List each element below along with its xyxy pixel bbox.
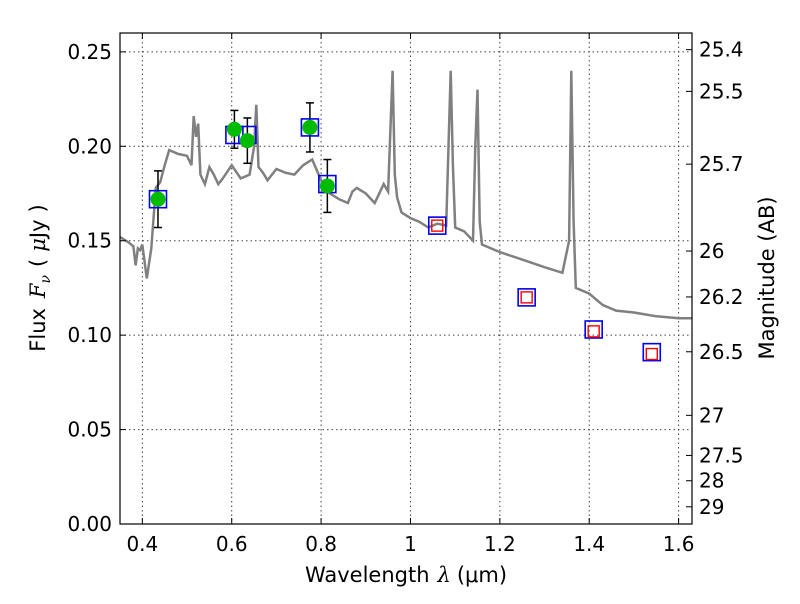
y-tick-label: 0.05 (67, 418, 112, 442)
y-tick-label: 0.20 (67, 134, 112, 158)
x-axis-label-symbol: λ (437, 563, 451, 587)
photometry-points-group (148, 102, 662, 362)
x-tick-label: 1.4 (573, 532, 605, 556)
y-axis-label-mu: μ (26, 238, 50, 252)
magnitude-tick-label: 25.4 (699, 38, 744, 62)
axis-ticks: 0.4 0.6 0.8 1 1.2 1.4 1.6 0.00 0.05 0.10 0.15 0.20 0… (67, 33, 744, 556)
x-tick-label: 1.6 (663, 532, 695, 556)
magnitude-tick-label: 29 (699, 495, 724, 519)
model-photometry-square (517, 288, 536, 307)
detection-point (239, 133, 255, 149)
model-photometry-square (300, 118, 320, 137)
y-tick-label: 0.15 (67, 229, 112, 253)
x-tick-label: 0.4 (126, 532, 158, 556)
x-tick-label: 0.8 (305, 532, 337, 556)
sed-model-group (120, 70, 692, 320)
y-axis-label-paren-close: ) (26, 204, 50, 212)
y-tick-label: 0.10 (67, 323, 112, 347)
magnitude-tick-label: 27.5 (699, 443, 744, 467)
x-tick-label: 0.6 (216, 532, 248, 556)
detection-point (302, 119, 318, 135)
magnitude-tick-label: 26.2 (699, 285, 744, 309)
x-tick-label: 1.2 (484, 532, 516, 556)
upper-limit-square (520, 291, 533, 304)
detection-point (319, 178, 335, 194)
magnitude-tick-label: 27 (699, 403, 724, 427)
y-axis-label-unit: Jy (26, 219, 50, 240)
sed-model-line (120, 70, 692, 320)
magnitude-axis-label: Magnitude (AB) (755, 196, 779, 359)
magnitude-tick-label: 26 (699, 239, 724, 263)
model-photometry-square (584, 320, 603, 339)
x-tick-label: 1 (404, 532, 417, 556)
y-tick-label: 0.00 (67, 512, 112, 536)
x-axis-label-unit: (μm) (457, 563, 507, 587)
y-axis-label-symbol: F (26, 282, 50, 299)
upper-limit-square (587, 325, 600, 338)
upper-limit-square (645, 347, 658, 361)
model-photometry-square (148, 189, 168, 209)
y-axis-label-paren-open: ( (26, 259, 50, 267)
magnitude-tick-label: 28 (699, 469, 724, 493)
y-tick-label: 0.25 (67, 40, 112, 64)
x-axis-label-main: Wavelength (305, 563, 430, 587)
model-photometry-square (427, 216, 447, 235)
x-axis-label: Wavelength λ (μm) (305, 563, 507, 587)
y-axis-label: Flux Fν ( μJy) (26, 204, 54, 351)
detection-point (226, 121, 242, 137)
magnitude-tick-label: 26.5 (699, 340, 744, 364)
magnitude-tick-label: 25.7 (699, 152, 744, 176)
model-photometry-square (642, 342, 662, 362)
y-axis-label-subscript: ν (38, 274, 54, 283)
upper-limit-square (431, 219, 444, 232)
magnitude-tick-label: 25.5 (699, 79, 744, 103)
y-axis-label-main: Flux (26, 308, 50, 352)
detection-point (150, 191, 166, 207)
plot-frame (119, 32, 693, 525)
